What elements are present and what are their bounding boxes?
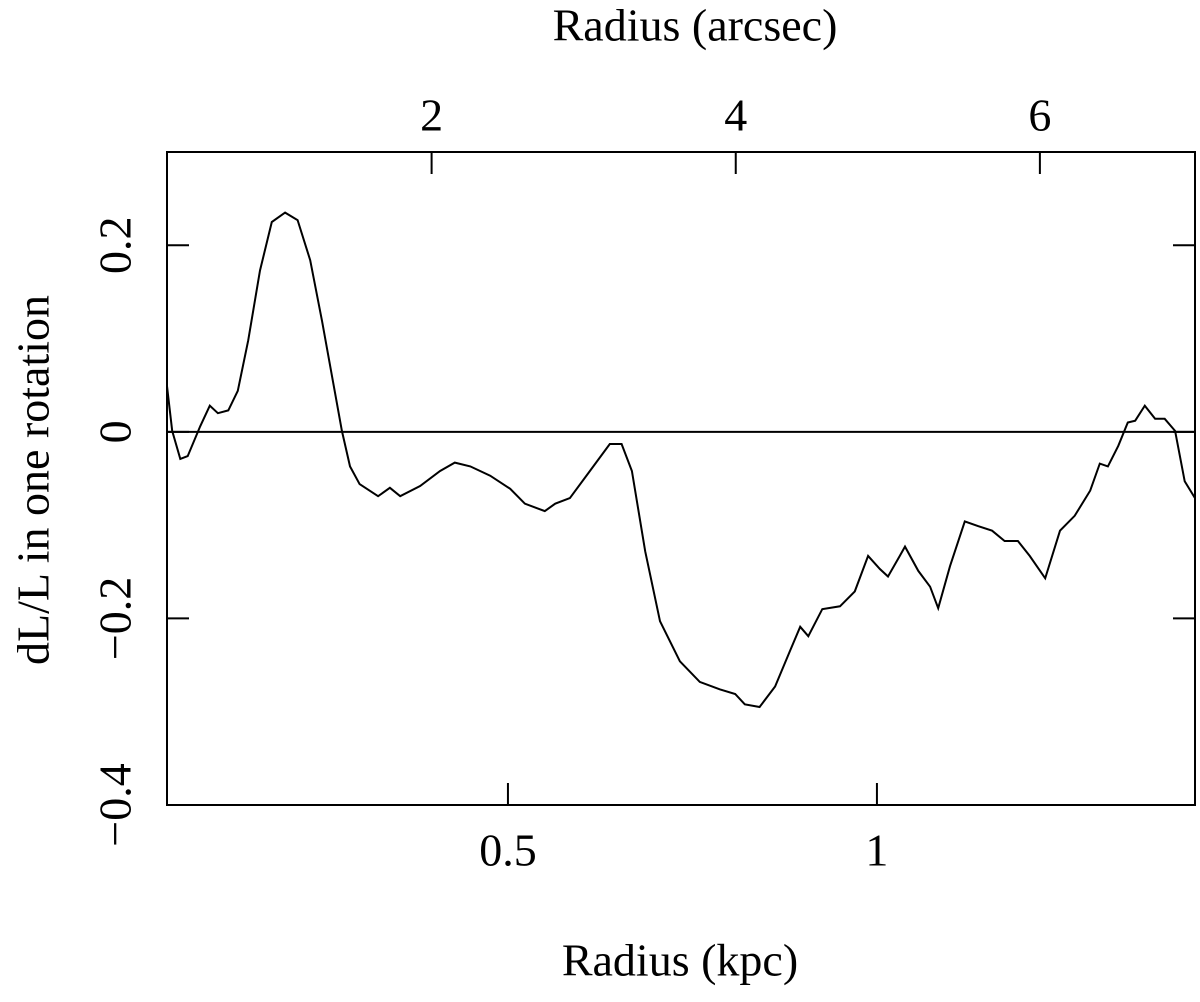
- y-tick-label: −0.2: [90, 577, 141, 660]
- x2-tick-label: 2: [420, 90, 443, 141]
- x2-axis-title: Radius (arcsec): [553, 0, 838, 51]
- x2-tick-label: 4: [724, 90, 747, 141]
- y-tick-label: −0.4: [90, 763, 141, 846]
- x2-tick-label: 6: [1028, 90, 1051, 141]
- data-line: [166, 211, 1196, 709]
- plot-frame: [166, 151, 1196, 806]
- x-tick-label: 1: [865, 825, 888, 876]
- y-axis-title: dL/L in one rotation: [8, 295, 59, 665]
- y-tick-label: 0.2: [90, 217, 141, 274]
- y-tick-label: 0: [90, 420, 141, 443]
- x-tick-label: 0.5: [479, 825, 537, 876]
- x-axis-title: Radius (kpc): [562, 935, 798, 986]
